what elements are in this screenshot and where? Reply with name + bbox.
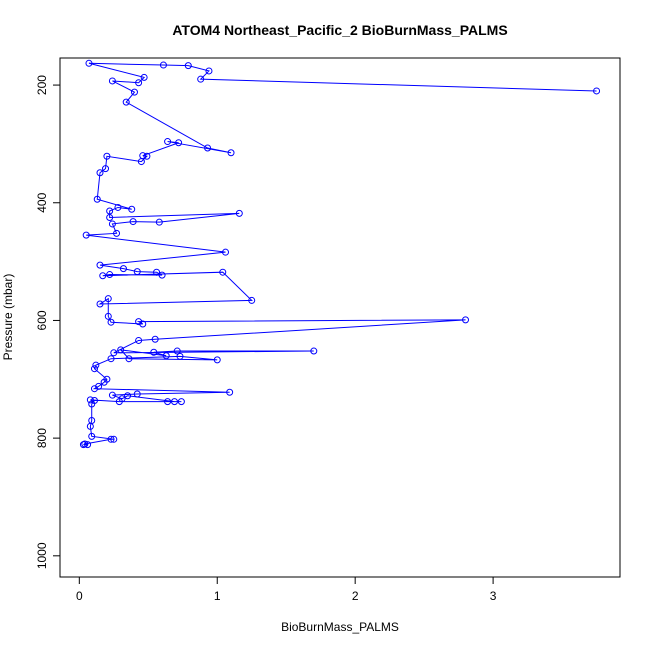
data-point <box>158 271 166 279</box>
data-point <box>128 205 136 213</box>
data-point <box>204 144 212 152</box>
data-point <box>124 392 132 400</box>
data-line <box>83 62 597 446</box>
data-point <box>140 73 148 81</box>
data-point <box>135 336 143 344</box>
data-point <box>155 218 163 226</box>
data-point <box>593 87 601 95</box>
data-point <box>133 390 141 398</box>
data-point <box>130 88 138 96</box>
data-point <box>110 349 118 357</box>
data-point <box>108 220 116 228</box>
data-point <box>110 435 118 443</box>
data-point <box>162 352 170 360</box>
plot-frame <box>59 57 621 578</box>
data-point <box>93 195 101 203</box>
y-axis-label: Pressure (mbar) <box>1 274 15 361</box>
data-point <box>133 268 141 276</box>
data-point <box>135 79 143 87</box>
data-point <box>135 318 143 326</box>
data-point <box>125 355 133 363</box>
data-point <box>213 356 221 364</box>
data-point <box>184 62 192 70</box>
data-point <box>115 398 123 406</box>
data-point <box>117 346 125 354</box>
data-point <box>96 169 104 177</box>
data-point <box>164 138 172 146</box>
data-point <box>226 388 234 396</box>
data-point <box>122 98 130 106</box>
data-point <box>102 165 110 173</box>
data-point <box>248 296 256 304</box>
y-tick-label: 200 <box>35 75 49 95</box>
x-tick-label: 3 <box>490 589 497 603</box>
data-point <box>119 265 127 273</box>
data-point <box>108 391 116 399</box>
x-axis-label: BioBurnMass_PALMS <box>281 620 399 634</box>
data-point <box>107 355 115 363</box>
data-point <box>205 67 213 75</box>
x-tick-label: 0 <box>76 589 83 603</box>
data-point <box>219 268 227 276</box>
plot-area <box>79 59 601 449</box>
data-point <box>235 209 243 217</box>
data-point <box>159 61 167 69</box>
data-point <box>222 248 230 256</box>
data-point <box>170 398 178 406</box>
data-point <box>108 77 116 85</box>
data-point <box>113 229 121 237</box>
data-point <box>114 203 122 211</box>
data-point <box>100 378 108 386</box>
data-point <box>197 75 205 83</box>
data-point <box>227 149 235 157</box>
data-point <box>177 398 185 406</box>
data-point <box>90 365 98 373</box>
data-point <box>106 213 114 221</box>
data-point <box>107 318 115 326</box>
x-tick-label: 2 <box>352 589 359 603</box>
data-point <box>85 59 93 67</box>
y-tick-label: 1000 <box>35 542 49 569</box>
data-point <box>103 152 111 160</box>
data-point <box>104 295 112 303</box>
chart-title: ATOM4 Northeast_Pacific_2 BioBurnMass_PA… <box>172 22 507 38</box>
data-point <box>151 335 159 343</box>
y-tick-label: 800 <box>35 428 49 448</box>
y-tick-label: 400 <box>35 192 49 212</box>
data-point <box>310 347 318 355</box>
data-point <box>107 435 115 443</box>
data-point <box>84 441 92 449</box>
data-point <box>137 158 145 166</box>
y-tick-label: 600 <box>35 310 49 330</box>
data-point <box>99 272 107 280</box>
data-point <box>153 268 161 276</box>
data-point <box>462 316 470 324</box>
data-point <box>88 432 96 440</box>
x-tick-label: 1 <box>214 589 221 603</box>
data-point <box>86 396 94 404</box>
data-point <box>129 218 137 226</box>
data-point <box>92 361 100 369</box>
data-point <box>173 347 181 355</box>
data-point <box>150 348 158 356</box>
data-point <box>96 300 104 308</box>
data-point <box>164 398 172 406</box>
data-point <box>143 152 151 160</box>
data-point <box>86 422 94 430</box>
data-point <box>88 400 96 408</box>
data-point <box>79 441 87 449</box>
data-point <box>106 271 114 279</box>
data-point <box>82 231 90 239</box>
data-point <box>176 352 184 360</box>
data-point <box>90 385 98 393</box>
data-point <box>104 312 112 320</box>
data-point <box>96 261 104 269</box>
data-point <box>175 139 183 147</box>
